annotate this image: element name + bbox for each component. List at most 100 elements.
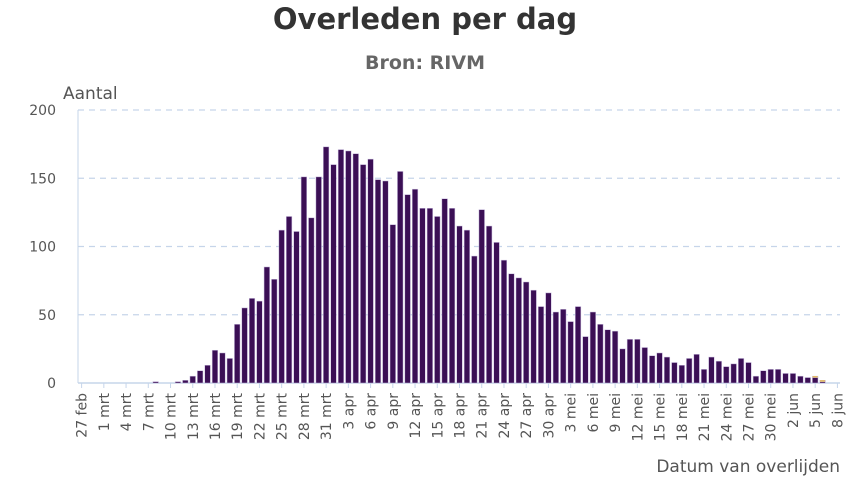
x-tick-label: 16 mrt bbox=[208, 392, 224, 440]
bar bbox=[500, 259, 508, 384]
bar bbox=[678, 365, 685, 384]
bar bbox=[686, 358, 693, 384]
bar bbox=[804, 377, 811, 384]
x-tick-label: 18 apr bbox=[453, 393, 469, 439]
chart-subtitle: Bron: RIVM bbox=[365, 52, 485, 74]
bar bbox=[300, 176, 307, 384]
bar bbox=[389, 224, 396, 384]
chart-title: Overleden per dag bbox=[272, 2, 578, 36]
bar bbox=[263, 266, 270, 384]
x-tick-label: 22 mrt bbox=[252, 392, 268, 440]
bar bbox=[723, 366, 730, 384]
y-tick-label: 50 bbox=[38, 308, 56, 324]
bar bbox=[234, 324, 241, 384]
bar bbox=[241, 307, 248, 384]
bar bbox=[760, 370, 767, 384]
bar bbox=[471, 255, 478, 384]
bar bbox=[782, 373, 789, 384]
y-tick-label: 100 bbox=[29, 240, 56, 256]
bar bbox=[700, 369, 708, 384]
x-tick-label: 24 mei bbox=[719, 393, 735, 441]
x-tick-label: 13 mrt bbox=[186, 392, 202, 440]
bar bbox=[374, 179, 382, 384]
bar bbox=[248, 298, 256, 384]
bar bbox=[308, 217, 315, 384]
bar bbox=[456, 225, 463, 384]
x-tick-label: 27 feb bbox=[75, 393, 91, 438]
bar bbox=[641, 347, 648, 384]
bar bbox=[337, 149, 344, 384]
bar bbox=[567, 321, 574, 384]
x-tick-label: 21 mei bbox=[697, 393, 713, 441]
x-tick-label: 6 mei bbox=[586, 393, 602, 433]
x-tick-label: 1 mrt bbox=[97, 392, 113, 431]
bar bbox=[152, 381, 159, 384]
bar bbox=[486, 225, 493, 384]
bar bbox=[663, 356, 671, 384]
bar bbox=[649, 355, 656, 384]
bar bbox=[323, 146, 330, 384]
bar bbox=[767, 369, 774, 384]
bar bbox=[693, 354, 700, 384]
bar bbox=[449, 208, 456, 384]
y-tick-label: 150 bbox=[29, 171, 56, 187]
x-tick-label: 25 mrt bbox=[275, 392, 291, 440]
bar bbox=[434, 216, 441, 384]
bar bbox=[597, 324, 604, 384]
bar bbox=[174, 381, 181, 384]
bar bbox=[612, 330, 619, 384]
x-tick-label: 12 mei bbox=[630, 393, 646, 441]
bar bbox=[189, 375, 196, 384]
x-tick-label: 18 mei bbox=[675, 393, 691, 441]
bar bbox=[745, 362, 752, 384]
bar bbox=[715, 360, 722, 384]
bar bbox=[523, 281, 530, 384]
bar bbox=[426, 208, 433, 384]
x-tick-label: 2 jun bbox=[786, 393, 802, 428]
bar bbox=[656, 352, 663, 384]
bar bbox=[708, 356, 715, 384]
x-tick-label: 5 jun bbox=[808, 393, 824, 428]
bar bbox=[515, 277, 522, 384]
bar bbox=[293, 231, 300, 384]
x-tick-label: 10 mrt bbox=[164, 392, 180, 440]
x-tick-label: 8 jun bbox=[830, 393, 846, 428]
bar bbox=[397, 171, 404, 384]
y-tick-label: 200 bbox=[29, 103, 56, 119]
bar bbox=[478, 209, 485, 384]
x-tick-label: 27 apr bbox=[519, 393, 535, 439]
bar bbox=[360, 164, 367, 384]
bar bbox=[182, 380, 189, 384]
x-tick-label: 9 apr bbox=[386, 393, 402, 430]
bar bbox=[560, 309, 567, 384]
y-axis-label: Aantal bbox=[63, 84, 118, 104]
bar bbox=[552, 311, 559, 384]
bar bbox=[530, 289, 537, 384]
x-axis-label: Datum van overlijden bbox=[656, 457, 840, 477]
bar bbox=[330, 164, 337, 384]
x-tick-label: 15 mei bbox=[653, 393, 669, 441]
bar bbox=[463, 229, 470, 384]
bar bbox=[812, 377, 819, 384]
x-tick-label: 27 mei bbox=[742, 393, 758, 441]
bar bbox=[626, 339, 633, 384]
x-tick-label: 30 mei bbox=[764, 393, 780, 441]
bar bbox=[278, 229, 285, 384]
bar bbox=[789, 373, 797, 384]
bar bbox=[211, 349, 219, 384]
bar bbox=[537, 306, 545, 384]
bar bbox=[752, 375, 759, 384]
bar bbox=[315, 176, 322, 384]
x-tick-label: 4 mrt bbox=[119, 392, 135, 431]
bar bbox=[604, 329, 611, 384]
bar bbox=[404, 194, 411, 384]
bar bbox=[671, 362, 678, 384]
bar bbox=[219, 352, 226, 384]
bar-recent bbox=[819, 380, 826, 382]
y-tick-label: 0 bbox=[47, 376, 56, 392]
x-tick-label: 31 mrt bbox=[319, 392, 335, 440]
bar bbox=[634, 339, 641, 384]
bar bbox=[412, 188, 419, 384]
x-tick-label: 7 mrt bbox=[141, 392, 157, 431]
